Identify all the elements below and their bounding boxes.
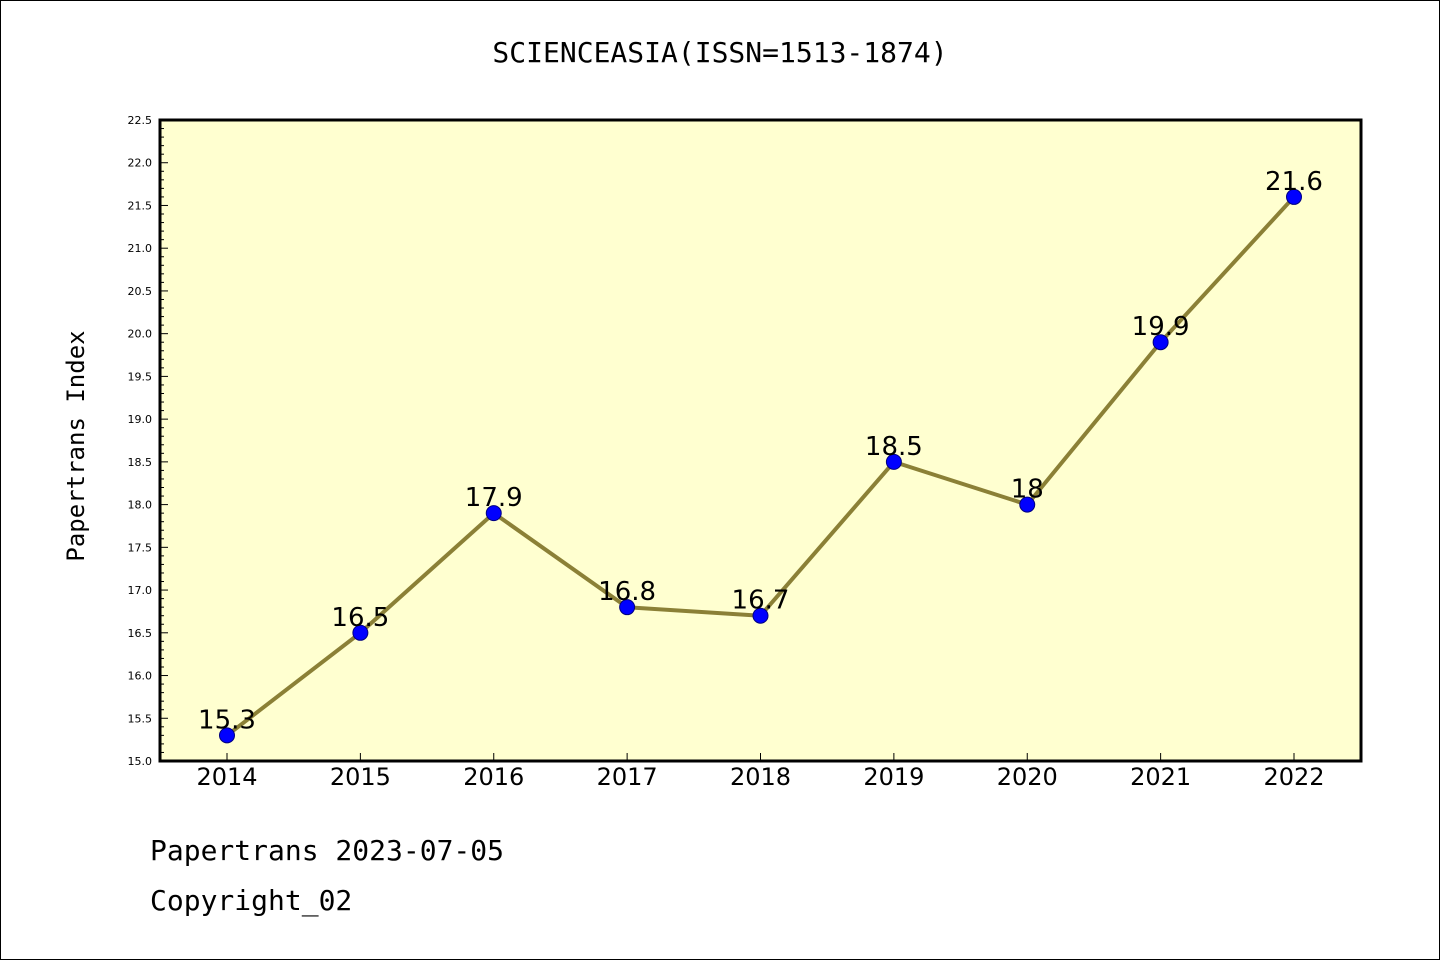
footer-date: Papertrans 2023-07-05 (150, 834, 505, 867)
x-tick-label: 2020 (997, 763, 1058, 791)
x-tick-label: 2021 (1130, 763, 1191, 791)
data-point (619, 599, 636, 616)
data-label: 18.5 (865, 432, 923, 462)
data-label: 21.6 (1265, 167, 1323, 197)
data-point (485, 505, 502, 522)
y-tick-label: 15.0 (128, 755, 153, 768)
data-label: 18 (1011, 475, 1044, 505)
y-tick-label: 21.5 (128, 199, 153, 212)
y-tick-label: 18.5 (128, 456, 153, 469)
data-label: 17.9 (465, 483, 523, 513)
x-tick-label: 2022 (1263, 763, 1324, 791)
x-tick-label: 2015 (330, 763, 391, 791)
plot-border (158, 118, 1363, 763)
footer-copyright: Copyright_02 (150, 884, 353, 917)
y-tick-label: 22.0 (128, 157, 153, 170)
y-tick-label: 15.5 (128, 712, 153, 725)
data-point (1019, 496, 1036, 513)
y-tick-label: 20.0 (128, 328, 153, 341)
data-point (352, 624, 369, 641)
data-point (219, 727, 235, 744)
data-point (885, 453, 902, 470)
x-tick-label: 2016 (463, 763, 524, 791)
y-tick-label: 21.0 (128, 242, 153, 255)
x-tick-label: 2019 (863, 763, 924, 791)
y-tick-label: 16.5 (128, 627, 153, 640)
y-tick-label: 17.5 (128, 541, 153, 554)
y-tick-label: 22.5 (128, 114, 153, 127)
data-label: 16.7 (732, 586, 790, 616)
data-label: 16.5 (331, 603, 389, 633)
data-point (752, 607, 769, 624)
plot-area (160, 120, 1361, 761)
y-tick-label: 16.0 (128, 670, 153, 683)
data-label: 15.3 (198, 705, 256, 735)
x-tick-label: 2017 (597, 763, 658, 791)
data-label: 16.8 (598, 577, 656, 607)
y-tick-label: 19.5 (128, 370, 153, 383)
data-point (1286, 188, 1302, 205)
x-tick-label: 2014 (196, 763, 257, 791)
y-tick-label: 20.5 (128, 285, 153, 298)
y-tick-label: 18.0 (128, 499, 153, 512)
y-tick-label: 19.0 (128, 413, 153, 426)
chart-title: SCIENCEASIA(ISSN=1513-1874) (492, 36, 948, 69)
data-point (1152, 334, 1169, 351)
data-label: 19.9 (1132, 312, 1190, 342)
x-tick-label: 2018 (730, 763, 791, 791)
y-tick-label: 17.0 (128, 584, 153, 597)
